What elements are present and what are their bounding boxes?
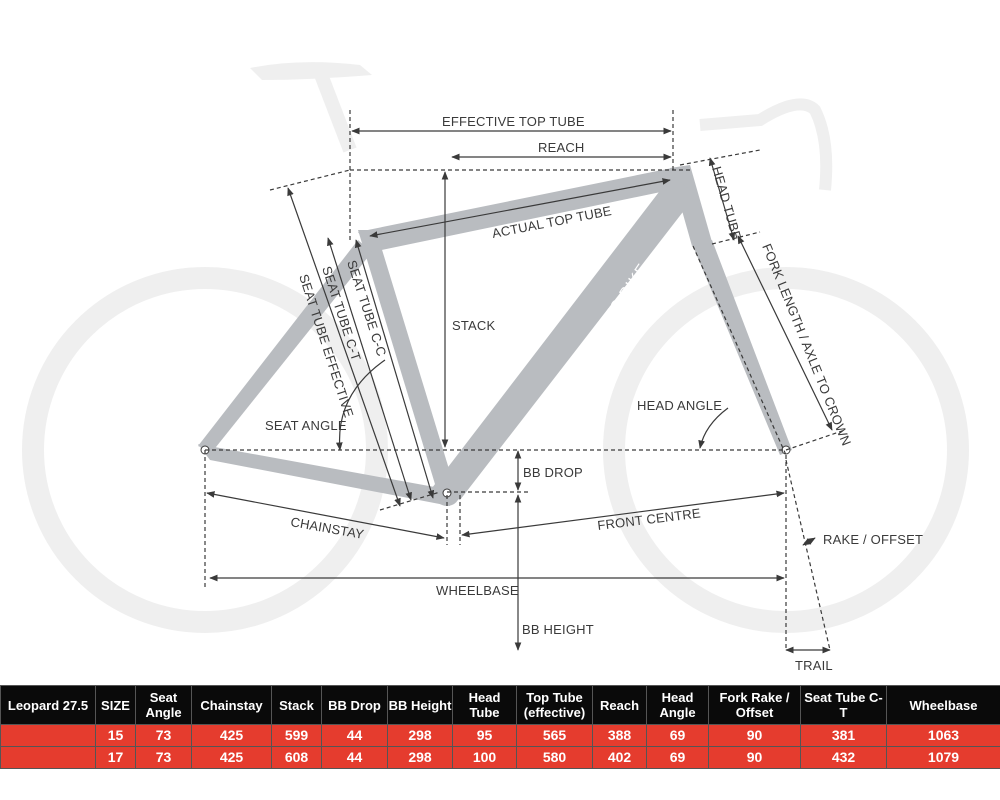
table-header-row: Leopard 27.5 SIZE Seat Angle Chainstay S… — [0, 685, 1000, 725]
label-bb-drop: BB DROP — [523, 465, 583, 480]
table-cell: 425 — [191, 746, 272, 769]
table-cell: 432 — [800, 746, 887, 769]
table-cell: 44 — [321, 746, 388, 769]
table-cell: 95 — [452, 724, 517, 747]
table-cell: 90 — [708, 724, 801, 747]
label-seat-angle: SEAT ANGLE — [265, 418, 347, 433]
geometry-diagram: GEOMETRYGEEKS.BIKE — [22, 62, 969, 673]
table-cell: 425 — [191, 724, 272, 747]
table-cell: 580 — [516, 746, 593, 769]
header-cell: Fork Rake / Offset — [708, 685, 801, 725]
seatpost — [313, 69, 357, 153]
header-cell: Head Angle — [646, 685, 709, 725]
header-cell: BB Drop — [321, 685, 388, 725]
dimension-lines — [206, 127, 833, 654]
label-bb-height: BB HEIGHT — [522, 622, 594, 637]
table-cell: 100 — [452, 746, 517, 769]
table-cell: 388 — [592, 724, 647, 747]
table-row: 15 73 425 599 44 298 95 565 388 69 90 38… — [0, 724, 1000, 747]
label-head-tube: HEAD TUBE — [709, 165, 744, 242]
table-cell: 1079 — [886, 746, 1000, 769]
table-row: 17 73 425 608 44 298 100 580 402 69 90 4… — [0, 746, 1000, 769]
label-rake-offset: RAKE / OFFSET — [823, 532, 923, 547]
label-trail: TRAIL — [795, 658, 833, 673]
frame — [198, 165, 792, 506]
ghost-bike — [22, 62, 969, 633]
empty-cell — [0, 746, 96, 769]
model-name-cell: Leopard 27.5 — [0, 685, 96, 725]
table-cell: 69 — [646, 724, 709, 747]
label-front-centre: FRONT CENTRE — [597, 505, 702, 533]
table-cell: 73 — [135, 746, 192, 769]
header-cell: Seat Tube C-T — [800, 685, 887, 725]
header-cell: Seat Angle — [135, 685, 192, 725]
table-cell: 69 — [646, 746, 709, 769]
handlebar — [699, 98, 833, 191]
header-cell: SIZE — [95, 685, 136, 725]
header-cell: Top Tube (effective) — [516, 685, 593, 725]
table-cell: 599 — [271, 724, 322, 747]
guide-lines — [204, 110, 846, 651]
table-cell: 298 — [387, 746, 453, 769]
label-stack: STACK — [452, 318, 496, 333]
header-cell: Wheelbase — [886, 685, 1000, 725]
empty-cell — [0, 724, 96, 747]
geometry-table: Leopard 27.5 SIZE Seat Angle Chainstay S… — [0, 685, 1000, 769]
table-cell: 608 — [271, 746, 322, 769]
down-tube — [432, 175, 696, 500]
table-cell: 44 — [321, 724, 388, 747]
header-cell: BB Height — [387, 685, 453, 725]
header-cell: Reach — [592, 685, 647, 725]
label-reach: REACH — [538, 140, 585, 155]
table-cell: 15 — [95, 724, 136, 747]
header-cell: Head Tube — [452, 685, 517, 725]
table-cell: 17 — [95, 746, 136, 769]
table-cell: 565 — [516, 724, 593, 747]
label-effective-top-tube: EFFECTIVE TOP TUBE — [442, 114, 585, 129]
label-wheelbase: WHEELBASE — [436, 583, 519, 598]
table-cell: 402 — [592, 746, 647, 769]
label-head-angle: HEAD ANGLE — [637, 398, 722, 413]
chain-stay — [198, 444, 450, 506]
saddle — [250, 62, 372, 80]
table-cell: 1063 — [886, 724, 1000, 747]
header-cell: Stack — [271, 685, 322, 725]
header-cell: Chainstay — [191, 685, 272, 725]
table-cell: 298 — [387, 724, 453, 747]
table-cell: 90 — [708, 746, 801, 769]
table-cell: 381 — [800, 724, 887, 747]
table-cell: 73 — [135, 724, 192, 747]
